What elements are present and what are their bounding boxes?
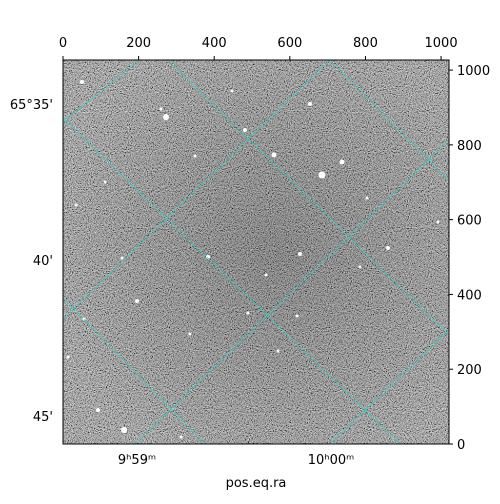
x-tick-label: 1000	[425, 36, 458, 51]
stars	[66, 80, 440, 439]
dec-tick-label: 45'	[33, 410, 53, 425]
ra-tick-label: 10ʰ00ᵐ	[308, 453, 354, 468]
x-tick-label: 400	[202, 36, 227, 51]
x-tick-label: 200	[126, 36, 151, 51]
y-tick-label: 200	[457, 363, 482, 378]
y-tick-label: 0	[457, 438, 465, 453]
x-tick-label: 0	[59, 36, 67, 51]
y-tick-label: 800	[457, 139, 482, 154]
ra-tick-label: 9ʰ59ᵐ	[118, 453, 156, 468]
coordinate-grid	[63, 60, 449, 444]
y-tick-label: 400	[457, 288, 482, 303]
x-tick-label: 800	[353, 36, 378, 51]
dec-tick-label: 65°35'	[10, 98, 53, 113]
dec-tick-label: 40'	[33, 254, 53, 269]
plot-frame	[62, 59, 450, 445]
y-tick-label: 1000	[457, 64, 490, 79]
sky-image	[63, 60, 449, 444]
y-tick-label: 600	[457, 214, 482, 229]
x-axis-label: pos.eq.ra	[226, 476, 287, 491]
x-tick-label: 600	[277, 36, 302, 51]
